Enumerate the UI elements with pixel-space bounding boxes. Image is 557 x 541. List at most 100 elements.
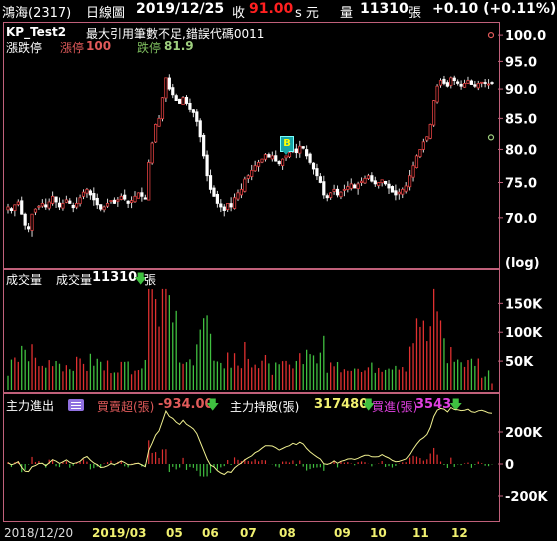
- candle-body: [456, 81, 460, 84]
- candle-body: [383, 181, 388, 185]
- candle-body: [370, 175, 374, 182]
- candle-body: [380, 179, 384, 184]
- strategy-name: KP_Test2: [6, 25, 67, 39]
- buy-label: 買進(張): [372, 400, 418, 414]
- candle-body: [363, 178, 367, 184]
- candle-body: [54, 196, 58, 203]
- price-axis-label: 85.0: [505, 112, 537, 127]
- candle-body: [342, 188, 346, 191]
- candle-body: [64, 199, 68, 203]
- candle-body: [390, 186, 395, 193]
- candle-body: [421, 141, 425, 150]
- price-axis-label: 80.0: [505, 143, 537, 158]
- candle-body: [81, 191, 86, 197]
- candle-body: [267, 154, 271, 158]
- volume-chart-panel[interactable]: [3, 268, 500, 394]
- candle-body: [366, 175, 371, 179]
- candle-body: [226, 203, 230, 211]
- candle-body: [425, 136, 429, 141]
- candle-body: [57, 202, 62, 208]
- limit-up-value: 100: [86, 39, 112, 53]
- limit-up-label: 漲停: [60, 41, 85, 55]
- candle-body: [44, 204, 48, 208]
- candle-body: [20, 200, 24, 215]
- volume-axis-label: 50K: [505, 355, 534, 370]
- volume-unit: 張: [408, 6, 422, 21]
- volume-axis-label: 100K: [505, 326, 543, 341]
- candle-body: [377, 182, 381, 186]
- candle-body: [294, 148, 298, 154]
- candle-body: [401, 188, 405, 195]
- candle-body: [404, 185, 408, 192]
- candle-body: [26, 226, 31, 230]
- candle-body: [281, 158, 285, 166]
- candle-body: [411, 165, 415, 178]
- main-force-title: 主力進出: [6, 399, 55, 413]
- candle-body: [198, 120, 202, 138]
- candle-body: [129, 200, 134, 203]
- candle-body: [311, 162, 316, 170]
- candle-body: [119, 195, 123, 200]
- candle-body: [397, 191, 401, 195]
- candle-body: [178, 98, 182, 104]
- change-value: +0.10 (+0.11%): [432, 1, 557, 17]
- candle-body: [428, 124, 432, 139]
- candle-body: [188, 102, 192, 110]
- x-label: 11: [412, 526, 429, 540]
- candle-body: [30, 213, 34, 231]
- candle-body: [109, 200, 113, 202]
- candle-body: [236, 192, 240, 200]
- price-chart-panel[interactable]: [3, 22, 500, 270]
- candle-body: [387, 183, 391, 189]
- volume-series-value: 11310: [92, 270, 138, 285]
- candle-body: [78, 197, 82, 205]
- candle-body: [483, 82, 487, 84]
- candle-body: [332, 188, 336, 192]
- candle-body: [47, 201, 51, 209]
- volume-axis-label: 150K: [505, 297, 543, 312]
- candle-body: [154, 124, 158, 143]
- main-force-chart-panel[interactable]: [3, 392, 500, 522]
- candle-body: [143, 197, 147, 200]
- candle-body: [394, 190, 398, 196]
- x-label: 2019/03: [92, 526, 147, 540]
- candle-body: [438, 80, 443, 86]
- volume-panel-title: 成交量: [6, 273, 43, 287]
- x-label: 07: [240, 526, 257, 540]
- force-axis-label: 200K: [505, 426, 543, 441]
- candle-body: [150, 142, 154, 164]
- down-arrow-icon: 🡇: [134, 272, 148, 287]
- volume-series-label: 成交量: [56, 273, 93, 287]
- candle-body: [469, 80, 474, 85]
- close-value: 91.00: [249, 1, 294, 17]
- candle-body: [325, 195, 329, 199]
- x-label: 10: [370, 526, 387, 540]
- buysell-label: 買賣超(張): [97, 400, 155, 414]
- x-label: 09: [334, 526, 351, 540]
- buysell-value: -934.00: [158, 397, 214, 412]
- limit-label: 漲跌停: [6, 41, 43, 55]
- candle-body: [356, 183, 360, 190]
- candle-body: [95, 197, 99, 206]
- candle-body: [208, 175, 213, 190]
- candle-body: [51, 195, 55, 204]
- candle-body: [23, 213, 27, 226]
- candle-body: [435, 85, 439, 103]
- candle-body: [353, 184, 357, 189]
- candle-body: [136, 192, 141, 199]
- date-label: 2019/12/25: [136, 1, 225, 17]
- down-arrow-icon: 🡇: [206, 398, 220, 413]
- candle-body: [212, 187, 216, 197]
- x-label: 08: [279, 526, 296, 540]
- down-arrow-icon: 🡇: [362, 398, 376, 413]
- candle-body: [445, 82, 449, 87]
- candle-body: [459, 83, 463, 87]
- candle-body: [147, 162, 151, 201]
- volume-series-unit: 張: [144, 273, 157, 287]
- candle-body: [346, 186, 350, 190]
- candle-body: [219, 203, 223, 208]
- indicator-list-icon[interactable]: [68, 399, 84, 411]
- candle-body: [232, 197, 237, 209]
- candle-body: [260, 158, 264, 163]
